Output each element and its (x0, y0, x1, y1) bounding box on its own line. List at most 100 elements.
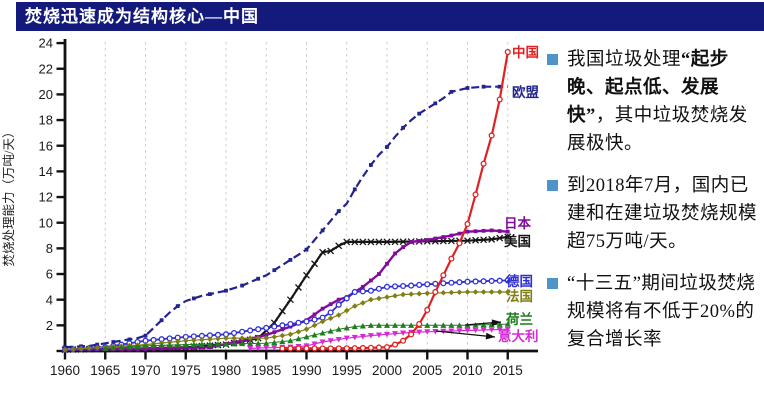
series-marker (504, 289, 511, 295)
series-marker (175, 346, 180, 351)
series-marker (231, 335, 237, 341)
series-marker (464, 220, 471, 228)
series-marker (400, 330, 407, 337)
y-tick-label: 20 (39, 87, 53, 102)
series-marker (416, 281, 423, 288)
series-marker (111, 340, 116, 344)
series-marker (496, 321, 503, 327)
series-marker (272, 268, 277, 273)
series-marker (449, 233, 454, 238)
series-marker (496, 277, 503, 284)
series-marker (143, 333, 148, 338)
series-marker (385, 145, 389, 149)
series-marker (375, 344, 383, 351)
series-marker (433, 236, 438, 241)
series-marker (432, 280, 439, 287)
series-marker (447, 237, 455, 245)
series-marker (223, 335, 229, 341)
series-marker (256, 276, 261, 281)
series-marker (336, 297, 341, 302)
series-marker (480, 321, 487, 328)
series-marker (497, 229, 502, 233)
x-tick-label: 2000 (372, 363, 402, 378)
series-marker (480, 236, 488, 244)
series-marker (496, 96, 503, 103)
series-marker (94, 344, 100, 351)
series-marker (408, 331, 415, 338)
series-marker (473, 229, 478, 234)
series-marker (448, 322, 455, 328)
series-marker (271, 323, 278, 330)
series-marker (472, 327, 479, 334)
series-marker (369, 278, 373, 283)
bullet-square-icon (547, 180, 558, 191)
page-title: 焚烧迅速成为结构核心—中国 (25, 7, 259, 26)
series-marker (391, 341, 399, 348)
series-marker (481, 84, 486, 89)
series-marker (312, 312, 317, 317)
series-marker (319, 318, 326, 325)
series-marker (480, 278, 487, 285)
series-marker (457, 231, 462, 236)
series-marker (359, 288, 366, 295)
series-marker (448, 255, 455, 262)
series-marker (375, 322, 382, 328)
series-marker (303, 345, 310, 352)
annotation-arrowhead (491, 319, 501, 327)
series-marker (208, 292, 212, 297)
series-marker (496, 234, 504, 242)
series-marker (264, 333, 269, 337)
bullet-text: 到2018年7月，国内已建和在建垃圾焚烧规模超75万吨/天。 (567, 176, 758, 252)
series-marker (263, 335, 270, 341)
bullet-square-icon (547, 278, 558, 289)
series-marker (351, 323, 358, 330)
series-marker (400, 291, 406, 298)
series-marker (319, 248, 327, 256)
series-marker (151, 346, 156, 351)
series-marker (449, 89, 454, 94)
series-marker (424, 281, 431, 288)
series-marker (456, 322, 463, 328)
series-marker (327, 345, 334, 352)
series-marker (278, 307, 286, 315)
series-marker (166, 342, 173, 348)
series-marker (488, 132, 495, 139)
series-marker (360, 300, 366, 306)
series-marker (424, 290, 431, 297)
series-marker (392, 331, 399, 337)
series-marker (295, 319, 302, 326)
series-marker (150, 342, 157, 349)
series-marker (255, 326, 262, 333)
series-marker (384, 331, 390, 338)
series-marker (311, 341, 318, 347)
series-label: 法国 (506, 288, 533, 304)
series-marker (110, 344, 117, 351)
series-marker (247, 327, 254, 334)
series-marker (271, 345, 278, 351)
series-marker (287, 321, 294, 328)
series-marker (400, 282, 407, 290)
y-tick-label: 18 (39, 113, 53, 128)
series-marker (335, 301, 342, 308)
series-marker (118, 344, 125, 350)
series-marker (335, 312, 342, 318)
x-tick-label: 1975 (171, 363, 201, 378)
series-marker (263, 324, 270, 331)
series-marker (424, 329, 431, 335)
series-marker (352, 187, 357, 192)
series-marker (271, 339, 278, 345)
bullet-item: 到2018年7月，国内已建和在建垃圾焚烧规模超75万吨/天。 (547, 172, 759, 256)
series-label: 德国 (506, 273, 533, 289)
series-marker (417, 239, 422, 243)
series-marker (504, 49, 511, 56)
series-marker (70, 346, 76, 353)
series-marker (441, 235, 446, 239)
series-marker (480, 160, 487, 167)
series-marker (207, 336, 213, 342)
annotation-arrowhead (485, 332, 495, 340)
series-marker (488, 235, 496, 243)
series-marker (183, 345, 188, 350)
series-marker (174, 341, 181, 348)
